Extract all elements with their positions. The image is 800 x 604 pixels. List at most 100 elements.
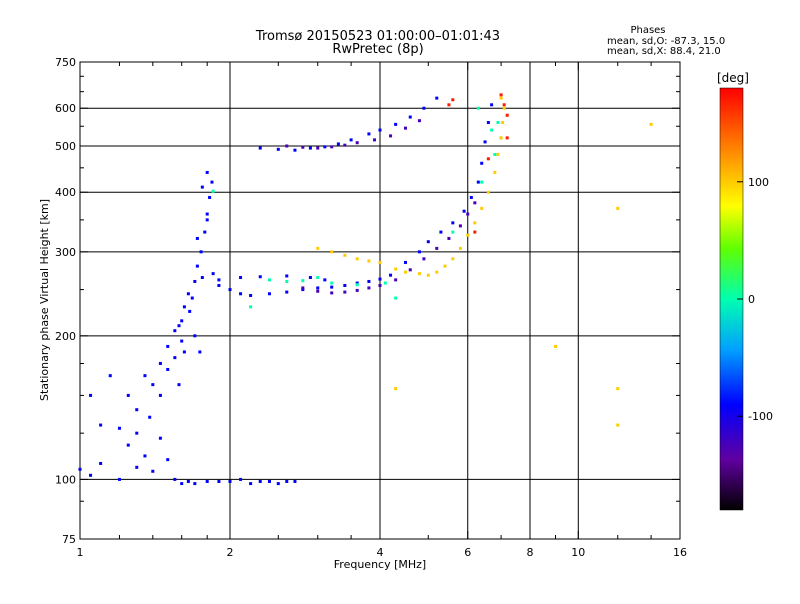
data-point [435, 96, 439, 100]
y-tick-label: 100 [55, 473, 76, 486]
data-point [378, 128, 382, 132]
chart-subtitle: RwPretec (8p) [332, 42, 423, 57]
y-tick-label: 750 [55, 56, 76, 69]
colorbar-label: [deg] [717, 71, 749, 85]
data-point [616, 423, 620, 427]
data-point [151, 469, 155, 473]
data-point [158, 361, 162, 365]
data-point [435, 270, 439, 274]
data-point [195, 264, 199, 268]
data-point [505, 136, 509, 140]
data-point [499, 93, 503, 97]
data-point [208, 195, 212, 199]
data-point [323, 145, 327, 149]
data-point [408, 268, 412, 272]
x-tick-label: 8 [527, 546, 534, 559]
data-point [293, 148, 297, 152]
axis-ticks: 1 2 4 6 8 10 16 75 100 200 300 400 500 600 750 [55, 56, 687, 559]
data-point [483, 140, 487, 144]
x-tick-label: 16 [673, 546, 687, 559]
data-point [486, 190, 490, 194]
data-point [211, 189, 215, 193]
data-point [301, 279, 305, 283]
data-point [408, 115, 412, 119]
data-point [389, 134, 393, 138]
data-point [188, 309, 192, 313]
data-point [330, 250, 334, 254]
data-point [99, 461, 103, 465]
x-tick-label: 6 [464, 546, 471, 559]
data-point [211, 272, 215, 276]
data-point [403, 126, 407, 130]
data-point [403, 270, 407, 274]
data-point [200, 276, 204, 280]
data-point [367, 259, 371, 263]
data-point [182, 305, 186, 309]
data-point [417, 119, 421, 123]
data-point [143, 374, 147, 378]
data-point [193, 482, 197, 486]
phases-heading: Phases [630, 25, 665, 36]
y-tick-label: 300 [55, 246, 76, 259]
data-point [205, 479, 209, 483]
data-point [458, 246, 462, 250]
data-point [616, 387, 620, 391]
data-point [180, 319, 184, 323]
data-point [293, 479, 297, 483]
data-point [426, 273, 430, 277]
data-point [276, 482, 280, 486]
data-point [117, 477, 121, 481]
data-point [505, 113, 509, 117]
data-point [301, 288, 305, 292]
y-tick-label: 500 [55, 140, 76, 153]
data-point [180, 339, 184, 343]
data-point [117, 426, 121, 430]
data-point [173, 356, 177, 360]
colorbar-ticks: 100 0 -100 [737, 176, 773, 423]
data-point [451, 221, 455, 225]
data-point [447, 103, 451, 107]
data-point [476, 180, 480, 184]
data-point [228, 288, 232, 292]
data-point [493, 152, 497, 156]
data-point [330, 285, 334, 289]
data-point [89, 393, 93, 397]
data-point [267, 292, 271, 296]
data-point [486, 121, 490, 125]
data-point [249, 293, 253, 297]
data-point [148, 415, 152, 419]
data-point [486, 157, 490, 161]
data-point [330, 281, 334, 285]
data-point [480, 206, 484, 210]
data-point [422, 106, 426, 110]
data-point [502, 106, 506, 110]
data-point [323, 278, 327, 282]
data-point [285, 144, 289, 148]
chart-title: Tromsø 20150523 01:00:00–01:01:43 [255, 29, 500, 44]
data-point [126, 443, 130, 447]
data-point [422, 257, 426, 261]
data-point [403, 260, 407, 264]
data-point [343, 283, 347, 287]
x-tick-label: 1 [77, 546, 84, 559]
data-point [383, 281, 387, 285]
data-point [166, 367, 170, 371]
data-point [447, 236, 451, 240]
data-point [426, 240, 430, 244]
data-points [78, 93, 653, 486]
data-point [78, 467, 82, 471]
data-point [336, 142, 340, 146]
y-tick-label: 400 [55, 186, 76, 199]
y-axis-label: Stationary phase Virtual Height [km] [38, 199, 51, 401]
data-point [267, 479, 271, 483]
data-point [285, 290, 289, 294]
y-tick-label: 200 [55, 330, 76, 343]
data-point [205, 218, 209, 222]
data-point [177, 383, 181, 387]
data-point [394, 278, 398, 282]
data-point [343, 143, 347, 147]
data-point [217, 479, 221, 483]
data-point [316, 146, 320, 150]
data-point [496, 121, 500, 125]
